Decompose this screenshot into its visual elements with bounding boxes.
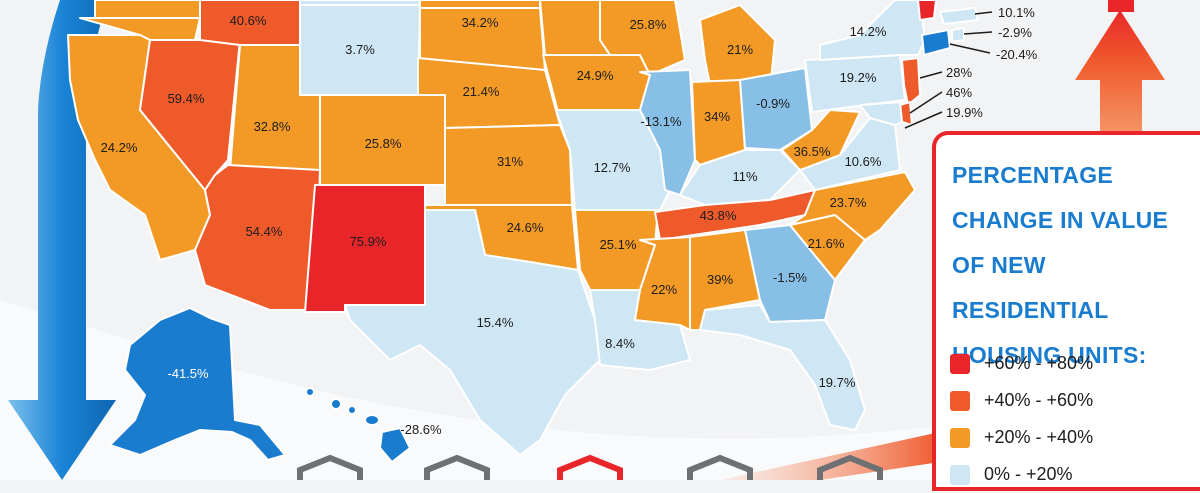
legend-title-line: PERCENTAGE [952,162,1114,188]
state-hi[interactable] [305,387,411,463]
state-ks[interactable] [444,124,573,206]
legend-swatch [950,353,970,374]
state-ct[interactable] [921,29,951,56]
state-nj[interactable] [901,57,921,106]
legend-item-high: +40% - +60% [950,382,1093,419]
state-ma[interactable] [939,7,979,25]
house-icon [557,454,623,480]
rising-streak [720,432,940,480]
label-mo: 12.7% [594,160,631,175]
label-in: 34% [704,109,730,124]
house-icon [424,454,490,480]
label-la: 8.4% [605,336,635,351]
label-ny: 14.2% [850,24,887,39]
label-nc: 23.7% [830,195,867,210]
label-ia: 24.9% [577,68,614,83]
legend-label: 0% - +20% [984,464,1073,484]
legend-title-line: OF NEW RESIDENTIAL [952,252,1109,323]
legend-items: +60% - +80% +40% - +60% +20% - +40% 0% -… [950,345,1093,493]
label-az: 54.4% [246,224,283,239]
state-ri[interactable] [951,27,965,43]
legend-label: +60% - +80% [984,353,1094,373]
label-sc: 21.6% [808,236,845,251]
label-sd: 34.2% [462,15,499,30]
label-ri: -2.9% [998,25,1032,40]
legend-item-medium: +20% - +40% [950,419,1093,456]
up-arrow-icon [1075,0,1165,140]
label-hi: -28.6% [400,422,442,437]
label-mi: 21% [727,42,753,57]
label-md: 19.9% [946,105,983,120]
label-nm: 75.9% [350,234,387,249]
legend-label: +20% - +40% [984,427,1094,447]
label-de: 46% [946,85,972,100]
state-ia[interactable] [542,54,651,113]
label-ms: 22% [651,282,677,297]
label-nj: 28% [946,65,972,80]
legend-item-low: 0% - +20% [950,456,1093,493]
legend-swatch [950,464,970,485]
legend-swatch [950,390,970,411]
label-ma: 10.1% [998,5,1035,20]
label-va: 10.6% [845,154,882,169]
legend-title-line: HOUSING UNITS: [952,342,1147,368]
state-wv[interactable] [781,109,861,171]
legend-title: PERCENTAGE CHANGE IN VALUE OF NEW RESIDE… [952,153,1197,378]
house-icon [297,454,363,480]
legend-swatch [950,427,970,448]
legend-label: +40% - +60% [984,390,1094,410]
label-ks: 31% [497,154,523,169]
house-icon [817,454,883,480]
house-icon-row [297,454,883,480]
label-ky: 11% [732,169,757,184]
state-ak[interactable] [109,307,286,461]
state-fl[interactable] [699,304,866,431]
northeast-leaders [904,11,993,129]
label-wi: 25.8% [630,17,667,32]
background-swoosh [0,300,1200,480]
label-pa: 19.2% [840,70,877,85]
state-nh[interactable] [917,0,937,21]
legend-title-line: CHANGE IN VALUE [952,207,1169,233]
label-oh: -0.9% [756,96,790,111]
house-icon [687,454,753,480]
label-nv: 59.4% [168,91,205,106]
label-wv: 36.5% [794,144,831,159]
state-tx[interactable] [344,209,601,456]
legend-item-very-high: +60% - +80% [950,345,1093,382]
label-ne: 21.4% [463,84,500,99]
label-ut: 32.8% [254,119,291,134]
label-ar: 25.1% [600,237,637,252]
housing-value-change-map: 40.6% 3.7% 34.2% 25.8% 21% 14.2% 19.2% 2… [0,0,1200,480]
label-ok: 24.6% [507,220,544,235]
label-ak: -41.5% [167,366,209,381]
legend-panel: PERCENTAGE CHANGE IN VALUE OF NEW RESIDE… [932,131,1200,491]
label-ca: 24.2% [101,140,138,155]
label-ct: -20.4% [996,47,1038,62]
label-tn: 43.8% [700,208,737,223]
label-fl: 19.7% [819,375,856,390]
state-wi[interactable] [599,0,686,76]
label-co: 25.8% [365,136,402,151]
label-tx: 15.4% [477,315,514,330]
label-wy: 3.7% [345,42,375,57]
state-md[interactable] [859,101,903,126]
label-al: 39% [707,272,733,287]
label-id: 40.6% [230,13,267,28]
down-arrow-icon [8,0,116,480]
label-il: -13.1% [640,114,682,129]
label-ga: -1.5% [773,270,807,285]
state-il[interactable] [639,69,696,196]
